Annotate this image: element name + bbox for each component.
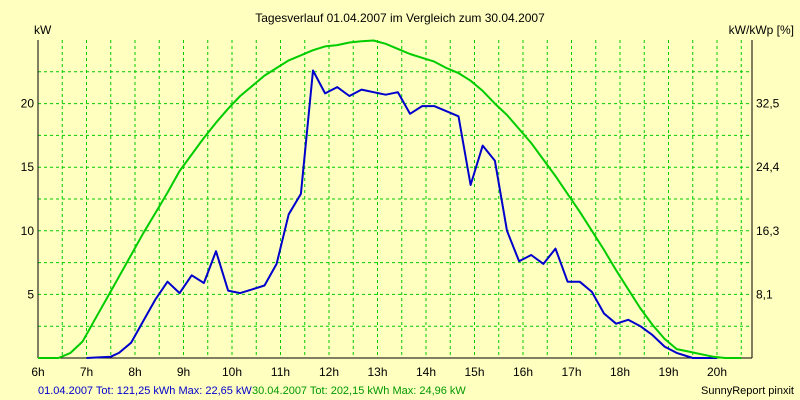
right-axis-unit: kW/kWp [%] [729, 23, 794, 37]
series-line-01-04-2007 [86, 69, 717, 359]
footer-series2-summary: 30.04.2007 Tot: 202,15 kWh Max: 24,96 kW [252, 385, 466, 397]
x-tick-label: 20h [707, 365, 727, 379]
y-right-tick-label: 24,4 [756, 160, 780, 174]
y-right-tick-label: 16,3 [756, 224, 780, 238]
footer-series1-summary: 01.04.2007 Tot: 121,25 kWh Max: 22,65 kW [38, 385, 252, 397]
x-tick-label: 15h [464, 365, 484, 379]
footer-brand: SunnyReport pinxit [701, 385, 794, 397]
y-right-tick-label: 8,1 [756, 287, 773, 301]
y-left-tick-label: 20 [21, 97, 35, 111]
x-tick-label: 14h [416, 365, 436, 379]
x-tick-label: 16h [513, 365, 533, 379]
left-axis-unit: kW [34, 23, 52, 37]
x-tick-label: 12h [319, 365, 339, 379]
y-left-tick-label: 15 [21, 160, 35, 174]
chart-title: Tagesverlauf 01.04.2007 im Vergleich zum… [255, 11, 545, 25]
x-tick-label: 6h [31, 365, 44, 379]
x-tick-label: 17h [561, 365, 581, 379]
x-tick-label: 19h [658, 365, 678, 379]
x-tick-label: 7h [80, 365, 93, 379]
x-tick-label: 10h [222, 365, 242, 379]
grid-layer [38, 40, 752, 358]
series-line-30-04-2007 [38, 39, 742, 359]
x-tick-label: 8h [128, 365, 141, 379]
axes-layer [37, 40, 753, 359]
x-tick-label: 13h [367, 365, 387, 379]
y-left-tick-label: 10 [21, 224, 35, 238]
x-tick-label: 9h [177, 365, 190, 379]
y-left-tick-label: 5 [27, 287, 34, 301]
x-tick-label: 11h [271, 365, 290, 379]
y-right-tick-label: 32,5 [756, 97, 780, 111]
series-layer [38, 39, 742, 359]
x-tick-label: 18h [610, 365, 630, 379]
ticks-layer: 6h 7h 8h 9h 10h 11h 12h 13h 14h 15h 16h 17h 18h 19h 20… [21, 97, 780, 379]
